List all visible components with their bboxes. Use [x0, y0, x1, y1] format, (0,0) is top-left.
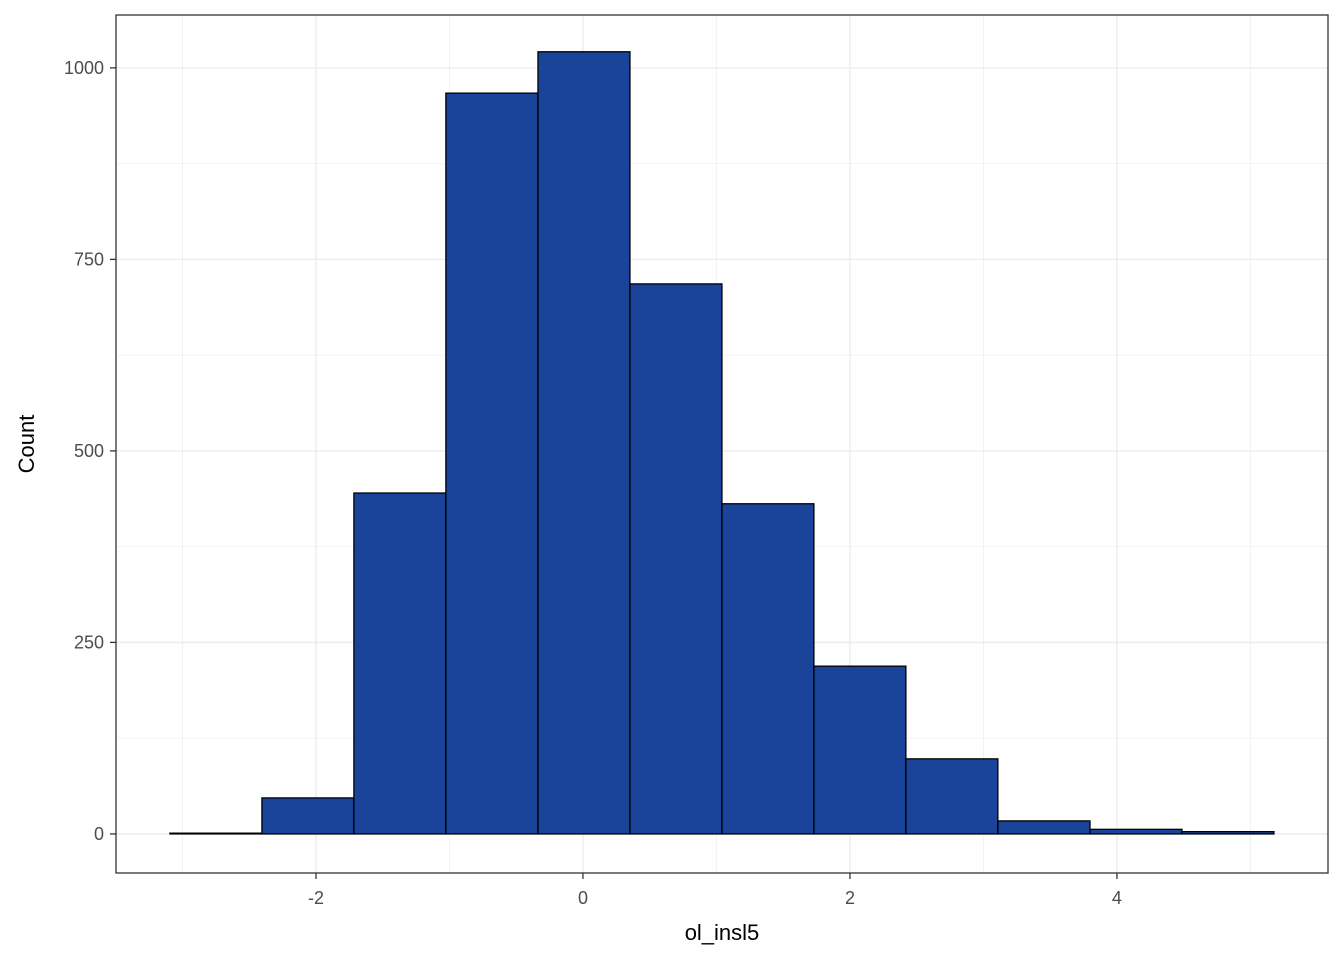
- bar: [1181, 830, 1275, 835]
- bar: [721, 503, 815, 835]
- x-tick-label: -2: [308, 888, 324, 908]
- bar: [445, 92, 539, 835]
- bar: [813, 665, 907, 835]
- y-axis-title: Count: [14, 415, 39, 474]
- x-tick-label: 2: [845, 888, 855, 908]
- bar: [629, 283, 723, 835]
- y-tick-label: 0: [94, 824, 104, 844]
- bar: [997, 820, 1091, 835]
- bar: [169, 832, 263, 835]
- y-tick-label: 1000: [64, 58, 104, 78]
- bar: [261, 797, 355, 835]
- y-tick-label: 250: [74, 632, 104, 652]
- y-tick-label: 500: [74, 441, 104, 461]
- x-tick-label: 4: [1112, 888, 1122, 908]
- y-tick-label: 750: [74, 249, 104, 269]
- plot-border: [115, 14, 1329, 874]
- x-axis-title: ol_insl5: [685, 920, 760, 945]
- bar: [905, 758, 999, 835]
- x-tick-label: 0: [578, 888, 588, 908]
- bar: [537, 51, 631, 835]
- bar: [353, 492, 447, 835]
- bar: [1089, 828, 1183, 835]
